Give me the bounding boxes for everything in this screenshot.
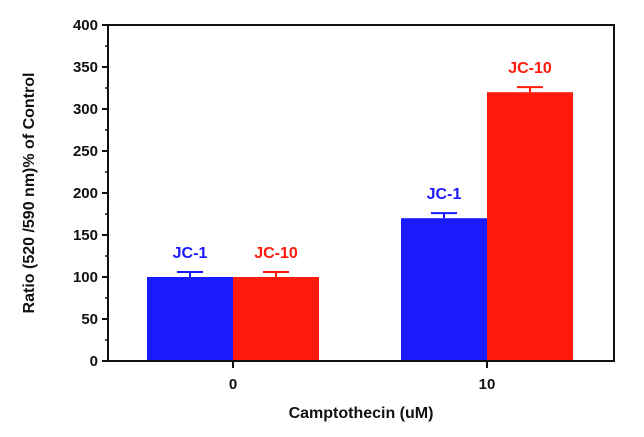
y-tick-label: 150: [73, 227, 98, 244]
bar-jc-10-0: [233, 277, 319, 361]
y-tick-label: 50: [81, 311, 98, 328]
y-tick-label: 400: [73, 17, 98, 34]
y-tick-label: 200: [73, 185, 98, 202]
bar-label: JC-1: [427, 186, 462, 203]
y-tick-label: 250: [73, 143, 98, 160]
bar-jc-1-0: [147, 277, 233, 361]
y-tick-label: 0: [90, 353, 98, 370]
bar-label: JC-1: [173, 245, 208, 262]
bar-label: JC-10: [508, 60, 552, 77]
x-axis-ticks: 0 10: [229, 361, 496, 393]
y-axis-title: Ratio (520 /590 nm)% of Control: [21, 73, 38, 314]
x-tick-label: 10: [479, 376, 496, 393]
x-tick-label: 0: [229, 376, 237, 393]
bar-jc-1-10: [401, 218, 487, 361]
y-axis-ticks: 0 50 100 150 200 250 300 350 400: [73, 17, 108, 370]
bars-layer: [147, 92, 573, 361]
y-tick-label: 100: [73, 269, 98, 286]
y-tick-label: 300: [73, 101, 98, 118]
bar-labels-layer: JC-1 JC-10 JC-1 JC-10: [173, 60, 552, 262]
x-axis-title: Camptothecin (uM): [289, 405, 434, 422]
y-tick-label: 350: [73, 59, 98, 76]
bar-jc-10-10: [487, 92, 573, 361]
bar-label: JC-10: [254, 245, 298, 262]
error-bars-layer: [177, 86, 543, 277]
